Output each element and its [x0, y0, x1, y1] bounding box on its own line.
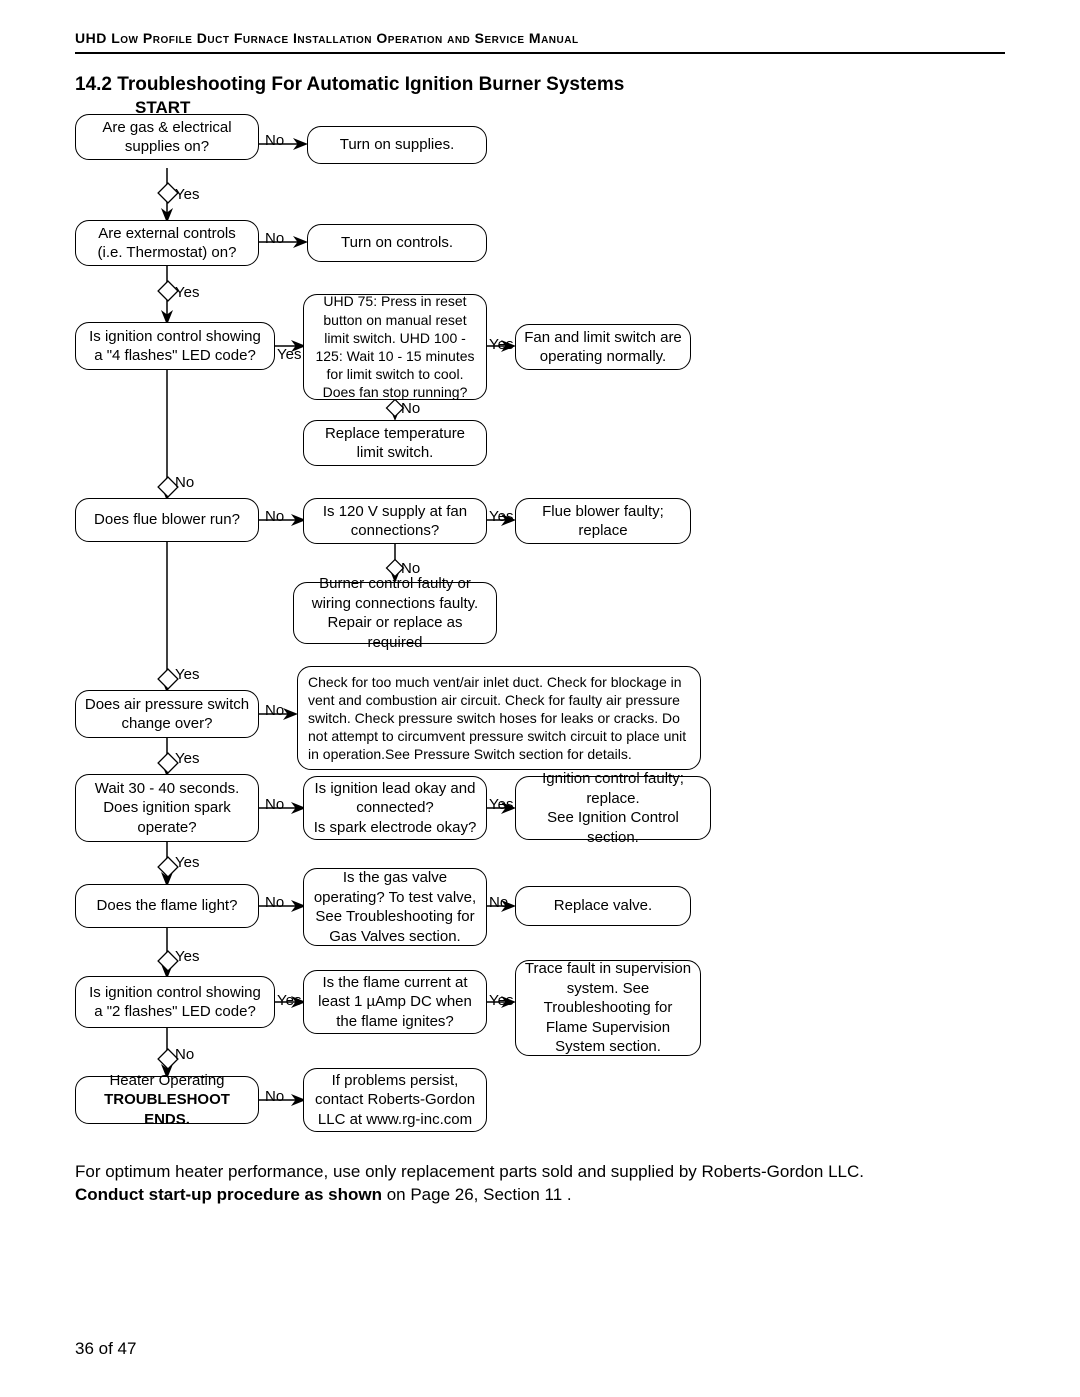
node-2flashes: Is ignition control showing a "2 flashes… [75, 976, 275, 1028]
node-burner-control-faulty: Burner control faulty or wiring connecti… [293, 582, 497, 644]
node-reset-limit: UHD 75: Press in reset button on manual … [303, 294, 487, 400]
flowchart: Are gas & electrical supplies on? Turn o… [75, 114, 955, 1149]
node-ends-bold: TROUBLESHOOT ENDS. [84, 1090, 250, 1129]
lbl-no: No [265, 1088, 284, 1105]
section-title: 14.2 Troubleshooting For Automatic Ignit… [75, 74, 1005, 96]
node-replace-valve: Replace valve. [515, 886, 691, 926]
node-flue-faulty: Flue blower faulty; replace [515, 498, 691, 544]
node-external-controls: Are external controls (i.e. Thermostat) … [75, 220, 259, 266]
lbl-yes: Yes [489, 796, 513, 813]
node-troubleshoot-ends: Heater Operating TROUBLESHOOT ENDS. [75, 1076, 259, 1124]
node-fan-limit-ok: Fan and limit switch are operating norma… [515, 324, 691, 370]
lbl-yes: Yes [175, 750, 199, 767]
page-number: 36 of 47 [75, 1339, 136, 1359]
lbl-yes: Yes [175, 666, 199, 683]
lbl-yes: Yes [175, 854, 199, 871]
node-turn-on-controls: Turn on controls. [307, 224, 487, 262]
node-flame-light: Does the flame light? [75, 884, 259, 928]
lbl-no: No [265, 132, 284, 149]
lbl-no: No [401, 400, 420, 417]
lbl-no: No [489, 894, 508, 911]
footer-line2-rest: on Page 26, Section 11 . [382, 1185, 572, 1204]
lbl-no: No [175, 474, 194, 491]
header-text: UHD Low Profile Duct Furnace Installatio… [75, 30, 579, 46]
lbl-yes: Yes [175, 284, 199, 301]
page: UHD Low Profile Duct Furnace Installatio… [0, 0, 1080, 1397]
footer-line1: For optimum heater performance, use only… [75, 1162, 864, 1181]
footer-text: For optimum heater performance, use only… [75, 1161, 1005, 1207]
footer-line2-bold: Conduct start-up procedure as shown [75, 1185, 382, 1204]
node-flame-current: Is the flame current at least 1 µAmp DC … [303, 970, 487, 1034]
node-turn-on-supplies: Turn on supplies. [307, 126, 487, 164]
node-supplies-on: Are gas & electrical supplies on? [75, 114, 259, 160]
node-replace-limit: Replace temperature limit switch. [303, 420, 487, 466]
lbl-yes: Yes [277, 346, 301, 363]
page-header: UHD Low Profile Duct Furnace Installatio… [75, 30, 1005, 54]
node-ignition-spark: Wait 30 - 40 seconds. Does ignition spar… [75, 774, 259, 842]
node-ignition-control-faulty: Ignition control faulty; replace. See Ig… [515, 776, 711, 840]
node-contact-rg: If problems persist, contact Roberts-Gor… [303, 1068, 487, 1132]
lbl-yes: Yes [175, 186, 199, 203]
node-trace-fault: Trace fault in supervision system. See T… [515, 960, 701, 1056]
node-air-pressure: Does air pressure switch change over? [75, 690, 259, 738]
lbl-yes: Yes [277, 992, 301, 1009]
node-ignition-lead: Is ignition lead okay and connected? Is … [303, 776, 487, 840]
node-4flashes: Is ignition control showing a "4 flashes… [75, 322, 275, 370]
lbl-no: No [265, 508, 284, 525]
node-gas-valve: Is the gas valve operating? To test valv… [303, 868, 487, 946]
lbl-no: No [265, 796, 284, 813]
node-heater-operating: Heater Operating [109, 1071, 224, 1091]
lbl-no: No [265, 894, 284, 911]
lbl-no: No [265, 702, 284, 719]
lbl-no: No [401, 560, 420, 577]
lbl-yes: Yes [489, 508, 513, 525]
lbl-no: No [175, 1046, 194, 1063]
lbl-yes: Yes [175, 948, 199, 965]
node-120v-supply: Is 120 V supply at fan connections? [303, 498, 487, 544]
lbl-yes: Yes [489, 992, 513, 1009]
node-check-vent: Check for too much vent/air inlet duct. … [297, 666, 701, 770]
node-flue-blower: Does flue blower run? [75, 498, 259, 542]
lbl-no: No [265, 230, 284, 247]
lbl-yes: Yes [489, 336, 513, 353]
